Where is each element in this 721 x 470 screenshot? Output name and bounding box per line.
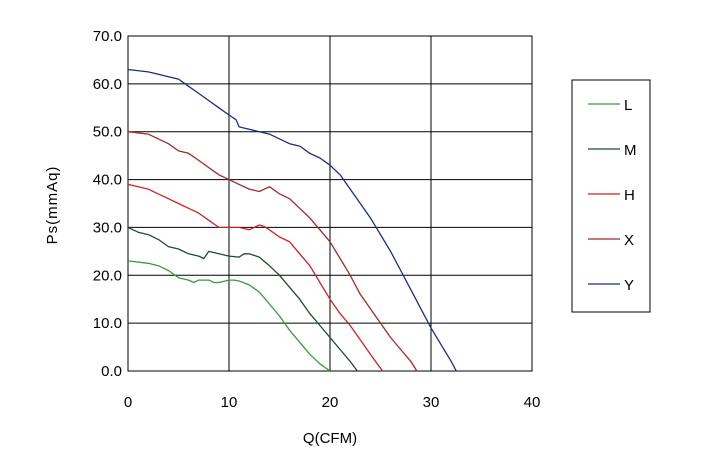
x-axis-title: Q(CFM) [303,430,357,447]
y-tick-label: 60.0 [93,76,122,93]
series-lines [127,68,457,372]
legend-label-x: X [624,232,634,249]
y-tick-label: 50.0 [93,124,122,141]
series-line-l [127,260,331,372]
tick-labels: 0.0 10.0 20.0 30.0 40.0 50.0 60.0 70.0 0 10 20 30 40 [93,28,541,411]
y-tick-label: 10.0 [93,315,122,332]
x-tick-label: 40 [524,394,541,411]
y-tick-label: 20.0 [93,267,122,284]
series-line-x [127,131,418,372]
legend-label-m: M [624,142,637,159]
y-axis-title: Ps(mmAq) [44,166,61,245]
legend: L M H X Y [571,79,651,313]
legend-label-l: L [624,97,632,114]
legend-label-y: Y [624,277,634,294]
legend-label-h: H [624,187,635,204]
series-line-h [127,183,384,372]
series-line-m [127,226,358,372]
series-line-y [127,68,457,372]
x-tick-label: 20 [322,394,339,411]
y-tick-label: 70.0 [93,28,122,45]
x-tick-label: 30 [423,394,440,411]
x-tick-label: 0 [124,394,132,411]
y-tick-label: 30.0 [93,219,122,236]
legend-box [571,79,651,313]
y-tick-label: 40.0 [93,172,122,189]
y-tick-label: 0.0 [101,363,122,380]
x-tick-label: 10 [221,394,238,411]
